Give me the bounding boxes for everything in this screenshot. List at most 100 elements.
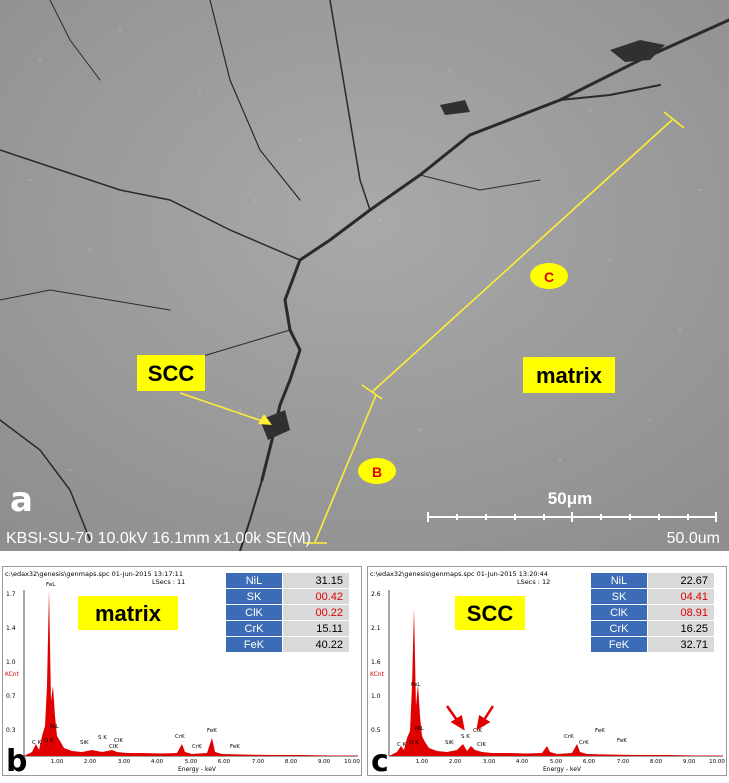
spectrum-b-ytick: 0.3 (6, 727, 16, 734)
line-c-cap-bottom (361, 384, 383, 400)
peak-label-clk-2: ClK (477, 742, 486, 748)
scc-spectrum-label: SCC (467, 601, 514, 626)
peak-label-crk: CrK (564, 734, 574, 740)
table-row: ClK 00.22 (225, 604, 350, 621)
value-cell: 16.25 (647, 620, 715, 637)
table-row: SK 04.41 (590, 588, 715, 605)
peak-label-crk-2: CrK (192, 744, 202, 750)
value-cell: 31.15 (282, 572, 350, 589)
eds-spectrum-b: c:\edax32\genesis\genmaps.spc 01-Jun-201… (2, 566, 362, 776)
spectrum-c-xtick: 7.00 (617, 759, 630, 765)
spectrum-b-ytick: 1.4 (6, 625, 16, 632)
spectrum-c-xtick: 10.00 (709, 759, 725, 765)
table-row: FeK 32.71 (590, 636, 715, 653)
spectrum-c-xticks: 1.00 2.00 3.00 4.00 5.00 6.00 7.00 8.00 … (416, 759, 725, 765)
spectrum-c-xtick: 8.00 (650, 759, 663, 765)
value-cell: 00.22 (282, 604, 350, 621)
spectrum-c-xtick: 3.00 (483, 759, 496, 765)
spectrum-c-xtick: 1.00 (416, 759, 429, 765)
scale-bar-label: 50μm (548, 489, 592, 508)
element-cell: ClK (225, 604, 283, 621)
spectrum-b-ytick: 0.7 (6, 693, 16, 700)
element-cell: ClK (590, 604, 648, 621)
peak-label-sik: SiK (80, 740, 89, 746)
spectrum-c-yticks: 2.6 2.1 1.6 1.0 0.5 (371, 591, 381, 734)
value-cell: 40.22 (282, 636, 350, 653)
value-cell: 04.41 (647, 588, 715, 605)
eds-spectrum-c: c:\edax32\genesis\genmaps.spc 01-Jun-201… (367, 566, 727, 776)
table-row: ClK 08.91 (590, 604, 715, 621)
composition-table-c: NiL 22.67 SK 04.41 ClK 08.91 CrK 16.25 FeK 32… (590, 572, 715, 653)
line-b (314, 394, 377, 543)
matrix-label-box (523, 357, 615, 393)
value-cell: 08.91 (647, 604, 715, 621)
spectrum-b-yunit: KCnt (5, 671, 20, 678)
value-cell: 00.42 (282, 588, 350, 605)
panel-letter-a: a (10, 480, 33, 520)
spectrum-c-xtick: 9.00 (683, 759, 696, 765)
scale-bar (427, 512, 717, 522)
sem-texture (29, 29, 701, 471)
spectrum-b-xtick: 6.00 (218, 759, 231, 765)
peak-label-ok: O K (44, 738, 54, 744)
peak-label-clk: ClK (114, 738, 123, 744)
spectrum-b-ytick: 1.0 (6, 659, 16, 666)
chlorine-arrow-head (476, 714, 491, 731)
peak-label-fek-2: FeK (230, 744, 240, 750)
peak-label-ck: C K (397, 742, 407, 748)
peak-label-fek-2: FeK (617, 738, 627, 744)
spectrum-b-xtick: 8.00 (285, 759, 298, 765)
peak-label-fel: FeL (411, 682, 421, 688)
scale-readout: 50.0um (667, 530, 720, 547)
spectrum-c-xtick: 5.00 (550, 759, 563, 765)
table-row: CrK 16.25 (590, 620, 715, 637)
spectrum-b-xticks: 1.00 2.00 3.00 4.00 5.00 6.00 7.00 8.00 … (51, 759, 360, 765)
matrix-spectrum-label: matrix (95, 601, 162, 626)
sem-micrograph: SCC matrix C B 50μm a KBSI-SU-70 10.0kV … (0, 0, 729, 551)
instrument-info: KBSI-SU-70 10.0kV 16.1mm x1.00k SE(M) (6, 530, 311, 547)
spectrum-b-lsecs: LSecs : 11 (152, 578, 185, 586)
element-cell: NiL (590, 572, 648, 589)
table-row: FeK 40.22 (225, 636, 350, 653)
table-row: CrK 15.11 (225, 620, 350, 637)
spectrum-b-xlabel: Energy - keV (178, 766, 217, 773)
composition-table-b: NiL 31.15 SK 00.42 ClK 00.22 CrK 15.11 FeK 40… (225, 572, 350, 653)
spectrum-b-xtick: 1.00 (51, 759, 64, 765)
peak-label-fek: FeK (595, 728, 605, 734)
spectrum-c-ytick: 2.6 (371, 591, 381, 598)
spectrum-c-ytick: 2.1 (371, 625, 381, 632)
scc-label: SCC (148, 361, 195, 386)
spectrum-b-xtick: 10.00 (344, 759, 360, 765)
spectrum-b-xtick: 5.00 (185, 759, 198, 765)
eds-line-scan (179, 111, 685, 544)
element-cell: SK (590, 588, 648, 605)
point-b-marker (358, 458, 396, 484)
scc-arrow-line (179, 392, 269, 424)
peak-label-ok: O K (409, 740, 419, 746)
peak-label-sik: SiK (445, 740, 454, 746)
spectrum-c-lsecs: LSecs : 12 (517, 578, 550, 586)
spectrum-b-ytick: 1.7 (6, 591, 16, 598)
element-cell: NiL (225, 572, 283, 589)
spectrum-b-yticks: 1.7 1.4 1.0 0.7 0.3 (6, 591, 16, 734)
point-c-marker (530, 263, 568, 289)
spectrum-c-xtick: 6.00 (583, 759, 596, 765)
scc-label-box (137, 355, 205, 391)
line-c-cap-top (663, 111, 685, 129)
spectrum-b-xtick: 2.00 (84, 759, 97, 765)
element-cell: CrK (590, 620, 648, 637)
peak-label-nil: NiL (415, 726, 425, 732)
spectrum-c-ytick: 0.5 (371, 727, 381, 734)
peak-label-fel: FeL (46, 582, 56, 588)
spectrum-c-header: c:\edax32\genesis\genmaps.spc 01-Jun-201… (370, 570, 548, 578)
sem-cracks (0, 0, 729, 551)
spectrum-b-xtick: 9.00 (318, 759, 331, 765)
matrix-label: matrix (536, 363, 603, 388)
sem-pits (260, 40, 665, 440)
point-c-label: C (544, 269, 554, 285)
peak-label-fek: FeK (207, 728, 217, 734)
table-row: NiL 22.67 (590, 572, 715, 589)
sulfur-chlorine-arrows (445, 705, 495, 731)
peak-label-clk-2: ClK (109, 744, 118, 750)
element-cell: CrK (225, 620, 283, 637)
